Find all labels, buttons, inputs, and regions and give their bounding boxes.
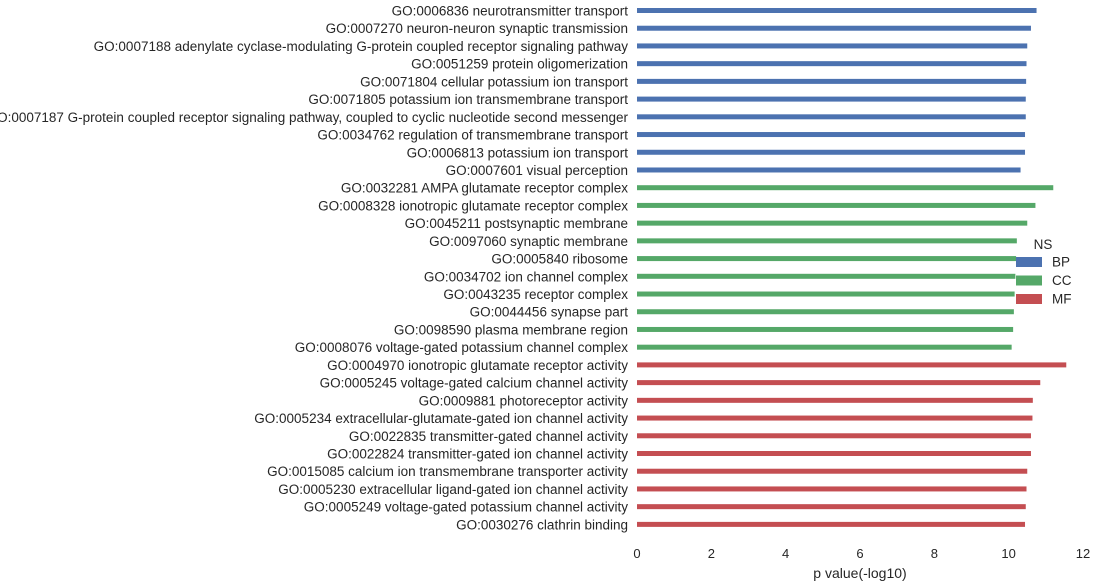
- bar-cc: [637, 202, 1036, 208]
- category-label: GO:0030276 clathrin binding: [456, 517, 628, 532]
- legend-swatch-mf: [1016, 294, 1042, 304]
- bar-bp: [637, 167, 1021, 173]
- category-label: GO:0007187 G-protein coupled receptor si…: [0, 110, 628, 125]
- bar-mf: [637, 397, 1033, 403]
- category-label: GO:0045211 postsynaptic membrane: [405, 216, 628, 231]
- category-label: GO:0007188 adenylate cyclase-modulating …: [94, 39, 629, 54]
- bar-mf: [637, 486, 1027, 492]
- bars-layer: [637, 8, 1067, 527]
- category-label: GO:0044456 synapse part: [470, 305, 629, 320]
- category-label: GO:0022835 transmitter-gated channel act…: [349, 429, 628, 444]
- bar-bp: [637, 114, 1026, 120]
- bar-mf: [637, 362, 1067, 368]
- x-tick-label: 6: [856, 546, 863, 561]
- bar-cc: [637, 309, 1014, 315]
- category-label: GO:0008328 ionotropic glutamate receptor…: [318, 198, 628, 213]
- x-tick-label: 12: [1076, 546, 1090, 561]
- bar-mf: [637, 433, 1031, 439]
- bar-mf: [637, 504, 1026, 510]
- bar-bp: [637, 149, 1026, 155]
- bar-bp: [637, 61, 1027, 67]
- category-label: GO:0009881 photoreceptor activity: [419, 393, 629, 408]
- bar-cc: [637, 344, 1012, 350]
- category-label: GO:0005234 extracellular-glutamate-gated…: [254, 411, 628, 426]
- category-label: GO:0032281 AMPA glutamate receptor compl…: [341, 181, 628, 196]
- category-label: GO:0006813 potassium ion transport: [407, 145, 629, 160]
- x-tick-label: 8: [931, 546, 938, 561]
- legend-title: NS: [1034, 237, 1053, 252]
- x-tick-label: 4: [782, 546, 789, 561]
- bar-cc: [637, 273, 1016, 279]
- bar-mf: [637, 380, 1041, 386]
- legend-label-mf: MF: [1052, 292, 1072, 307]
- category-label: GO:0071804 cellular potassium ion transp…: [360, 74, 628, 89]
- x-tick-label: 10: [1001, 546, 1015, 561]
- bar-bp: [637, 96, 1026, 102]
- category-label: GO:0007270 neuron-neuron synaptic transm…: [326, 21, 628, 36]
- category-label: GO:0034762 regulation of transmembrane t…: [317, 128, 628, 143]
- bar-bp: [637, 25, 1031, 31]
- x-axis-title: p value(-log10): [813, 565, 906, 581]
- x-tick-label: 2: [708, 546, 715, 561]
- category-label: GO:0043235 receptor complex: [443, 287, 628, 302]
- legend-swatch-bp: [1016, 257, 1042, 267]
- bar-cc: [637, 256, 1017, 262]
- category-labels: GO:0006836 neurotransmitter transport GO:…: [0, 4, 628, 533]
- bar-bp: [637, 43, 1028, 49]
- category-label: GO:0006836 neurotransmitter transport: [392, 4, 629, 19]
- category-label: GO:0098590 plasma membrane region: [394, 322, 628, 337]
- bar-mf: [637, 521, 1026, 527]
- legend-label-bp: BP: [1052, 255, 1070, 270]
- bar-mf: [637, 468, 1028, 474]
- bar-bp: [637, 8, 1037, 13]
- category-label: GO:0005245 voltage-gated calcium channel…: [320, 376, 629, 391]
- category-label: GO:0005840 ribosome: [491, 252, 628, 267]
- category-label: GO:0071805 potassium ion transmembrane t…: [308, 92, 628, 107]
- category-label: GO:0007601 visual perception: [446, 163, 628, 178]
- bar-cc: [637, 238, 1017, 244]
- x-axis: 0 2 4 6 8 10 12: [633, 546, 1090, 561]
- legend: NS BP CC MF: [1016, 237, 1072, 307]
- legend-swatch-cc: [1016, 275, 1042, 286]
- category-label: GO:0097060 synaptic membrane: [429, 234, 628, 249]
- category-label: GO:0004970 ionotropic glutamate receptor…: [327, 358, 628, 373]
- category-label: GO:0034702 ion channel complex: [424, 269, 628, 284]
- bar-cc: [637, 220, 1028, 226]
- legend-label-cc: CC: [1052, 273, 1072, 288]
- bar-bp: [637, 78, 1027, 84]
- bar-bp: [637, 132, 1026, 138]
- category-label: GO:0022824 transmitter-gated ion channel…: [327, 447, 628, 462]
- bar-cc: [637, 326, 1014, 332]
- category-label: GO:0051259 protein oligomerization: [411, 57, 628, 72]
- x-tick-label: 0: [633, 546, 640, 561]
- category-label: GO:0005249 voltage-gated potassium chann…: [304, 500, 628, 515]
- bar-mf: [637, 451, 1031, 456]
- bar-cc: [637, 185, 1054, 191]
- bar-cc: [637, 291, 1015, 297]
- category-label: GO:0015085 calcium ion transmembrane tra…: [267, 464, 628, 479]
- category-label: GO:0005230 extracellular ligand-gated io…: [278, 482, 628, 497]
- bar-mf: [637, 415, 1033, 421]
- category-label: GO:0008076 voltage-gated potassium chann…: [295, 340, 628, 355]
